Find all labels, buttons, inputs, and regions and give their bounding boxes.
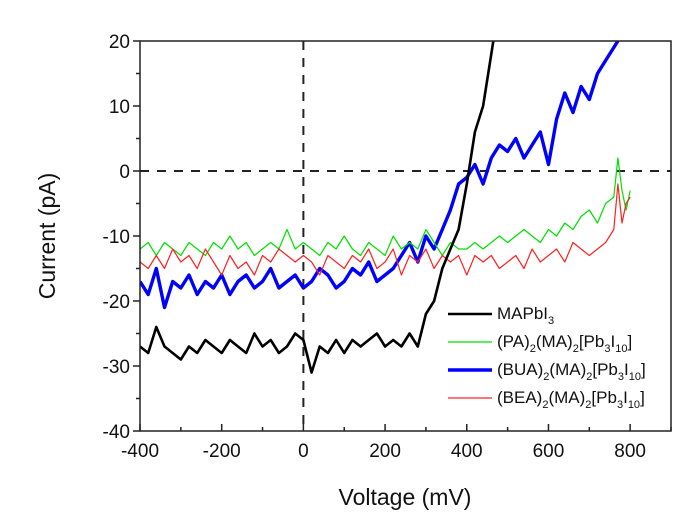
y-tick-label: -30 — [103, 357, 130, 378]
y-tick-label: 10 — [109, 97, 130, 118]
legend-label: (BEA)2​(MA)2​[Pb3​I10​] — [497, 388, 645, 411]
series-line-2 — [140, 41, 620, 310]
y-axis-title: Current (pA) — [34, 173, 60, 300]
x-tick-label: 0 — [298, 441, 309, 462]
legend-item: MAPbI3​ — [448, 304, 554, 327]
legend-item: (PA)2​(MA)2​[Pb3​I10​] — [448, 332, 632, 355]
series-line-0 — [140, 41, 495, 374]
y-tick-label: 20 — [109, 32, 130, 53]
x-tick-label: -400 — [121, 441, 159, 462]
x-tick-label: 400 — [451, 441, 483, 462]
y-tick-label: -40 — [103, 422, 130, 443]
x-tick-label: -200 — [203, 441, 241, 462]
y-axis: -40 -30 -20 -10 0 10 20 — [103, 32, 140, 443]
legend: MAPbI3​ (PA)2​(MA)2​[Pb3​I10​] (BUA)2​(MA)… — [448, 304, 646, 411]
legend-item: (BUA)2​(MA)2​[Pb3​I10​] — [448, 360, 646, 383]
legend-label: (PA)2​(MA)2​[Pb3​I10​] — [497, 332, 632, 355]
reference-lines — [140, 41, 671, 431]
series-layer — [140, 41, 631, 374]
x-tick-label: 200 — [369, 441, 401, 462]
y-tick-label: -10 — [103, 227, 130, 248]
y-tick-label: -20 — [103, 292, 130, 313]
series-line-3 — [140, 183, 631, 276]
x-axis: -400 -200 0 200 400 600 800 — [121, 424, 672, 462]
x-axis-title: Voltage (mV) — [339, 484, 472, 510]
x-tick-label: 600 — [533, 441, 565, 462]
legend-item: (BEA)2​(MA)2​[Pb3​I10​] — [448, 388, 645, 411]
x-tick-label: 800 — [614, 441, 646, 462]
series-line-1 — [140, 157, 631, 257]
legend-label: MAPbI3​ — [497, 304, 554, 327]
y-tick-label: 0 — [119, 162, 130, 183]
legend-label: (BUA)2​(MA)2​[Pb3​I10​] — [497, 360, 646, 383]
